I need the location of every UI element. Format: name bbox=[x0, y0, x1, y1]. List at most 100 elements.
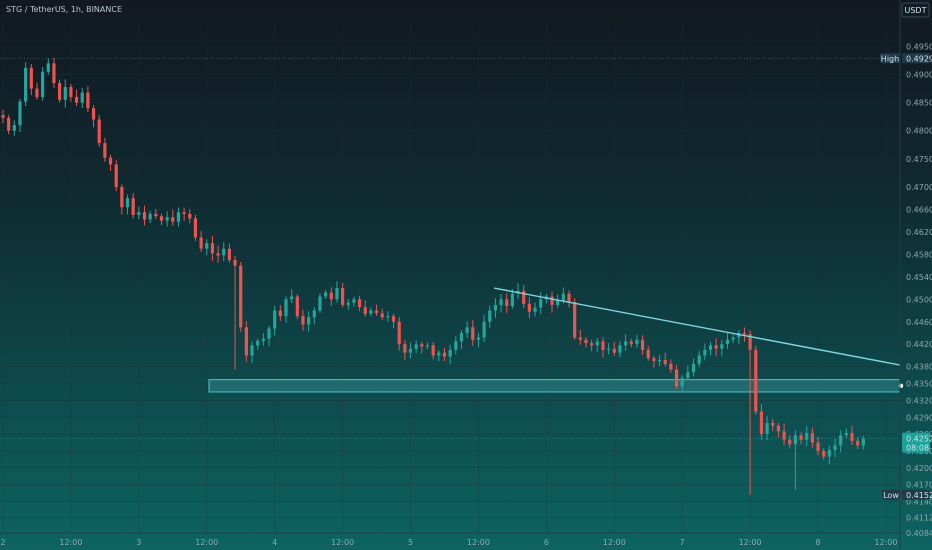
candle-up[interactable] bbox=[284, 296, 288, 323]
candle-up[interactable] bbox=[312, 306, 316, 325]
candle-up[interactable] bbox=[256, 338, 260, 350]
candle-up[interactable] bbox=[290, 289, 294, 304]
candle-up[interactable] bbox=[63, 79, 67, 108]
candle-down[interactable] bbox=[29, 63, 33, 96]
candle-up[interactable] bbox=[24, 62, 28, 107]
candle-down[interactable] bbox=[590, 339, 594, 352]
candle-up[interactable] bbox=[488, 305, 492, 328]
candle-down[interactable] bbox=[114, 160, 118, 192]
candle-up[interactable] bbox=[720, 339, 724, 357]
candle-down[interactable] bbox=[754, 345, 758, 415]
candle-up[interactable] bbox=[691, 358, 696, 377]
candle-down[interactable] bbox=[159, 213, 164, 226]
candle-down[interactable] bbox=[91, 105, 96, 128]
candle-up[interactable] bbox=[307, 311, 311, 332]
candle-down[interactable] bbox=[278, 304, 282, 322]
candle-up[interactable] bbox=[454, 336, 458, 355]
candle-down[interactable] bbox=[69, 83, 73, 102]
candle-down[interactable] bbox=[788, 435, 792, 449]
candle-up[interactable] bbox=[80, 87, 84, 108]
candle-down[interactable] bbox=[776, 422, 781, 438]
candle-up[interactable] bbox=[731, 334, 735, 344]
candle-up[interactable] bbox=[595, 337, 599, 352]
candle-down[interactable] bbox=[154, 209, 158, 219]
candle-down[interactable] bbox=[97, 114, 101, 147]
candle-down[interactable] bbox=[301, 309, 305, 331]
candle-down[interactable] bbox=[771, 419, 775, 432]
candle-up[interactable] bbox=[827, 445, 831, 465]
candle-down[interactable] bbox=[505, 293, 509, 313]
candle-up[interactable] bbox=[205, 239, 209, 256]
candle-up[interactable] bbox=[165, 211, 169, 227]
candle-up[interactable] bbox=[737, 329, 741, 344]
candle-down[interactable] bbox=[742, 327, 747, 342]
candle-down[interactable] bbox=[120, 184, 124, 215]
candle-down[interactable] bbox=[799, 432, 803, 445]
candle-down[interactable] bbox=[188, 209, 192, 224]
candle-down[interactable] bbox=[782, 423, 786, 446]
candle-down[interactable] bbox=[244, 321, 248, 362]
candle-up[interactable] bbox=[839, 430, 843, 453]
candle-down[interactable] bbox=[652, 355, 656, 368]
candle-up[interactable] bbox=[148, 210, 152, 224]
candle-down[interactable] bbox=[216, 245, 220, 263]
candle-down[interactable] bbox=[640, 335, 645, 355]
candle-up[interactable] bbox=[703, 343, 707, 361]
candle-down[interactable] bbox=[674, 365, 679, 389]
candle-up[interactable] bbox=[805, 426, 809, 447]
candle-down[interactable] bbox=[357, 295, 362, 312]
candles[interactable] bbox=[1, 57, 865, 495]
candle-down[interactable] bbox=[573, 298, 577, 340]
candle-down[interactable] bbox=[193, 214, 198, 242]
candle-down[interactable] bbox=[584, 337, 588, 348]
candle-up[interactable] bbox=[335, 281, 339, 303]
candle-up[interactable] bbox=[539, 292, 543, 315]
candle-down[interactable] bbox=[199, 231, 203, 252]
candle-up[interactable] bbox=[318, 293, 322, 313]
candle-up[interactable] bbox=[437, 350, 441, 362]
candle-down[interactable] bbox=[380, 308, 384, 321]
candle-down[interactable] bbox=[7, 114, 11, 135]
trendline-layer[interactable] bbox=[493, 287, 901, 366]
candle-up[interactable] bbox=[833, 438, 837, 458]
candle-down[interactable] bbox=[182, 207, 186, 221]
candle-down[interactable] bbox=[108, 154, 113, 172]
support-zone[interactable] bbox=[208, 379, 901, 393]
time-axis[interactable]: 2 12:00 3 12:00 4 12:00 5 12:00 6 12:00 7 12:00 8 12:… bbox=[0, 532, 932, 547]
candle-down[interactable] bbox=[363, 300, 367, 317]
candle-up[interactable] bbox=[556, 294, 560, 309]
candle-up[interactable] bbox=[41, 66, 45, 101]
candle-down[interactable] bbox=[227, 243, 231, 263]
candle-down[interactable] bbox=[420, 341, 424, 354]
candle-down[interactable] bbox=[442, 347, 447, 361]
trendline[interactable] bbox=[493, 287, 901, 366]
candle-down[interactable] bbox=[850, 425, 854, 446]
candle-down[interactable] bbox=[397, 316, 401, 351]
candle-down[interactable] bbox=[52, 57, 56, 88]
candle-down[interactable] bbox=[714, 338, 718, 357]
candle-up[interactable] bbox=[222, 242, 226, 262]
candle-down[interactable] bbox=[35, 82, 39, 100]
candle-up[interactable] bbox=[708, 341, 713, 356]
candle-down[interactable] bbox=[391, 313, 396, 329]
candle-down[interactable] bbox=[816, 436, 820, 456]
candle-up[interactable] bbox=[657, 355, 662, 367]
candle-up[interactable] bbox=[476, 332, 481, 348]
candle-down[interactable] bbox=[131, 193, 135, 219]
candle-down[interactable] bbox=[759, 404, 764, 440]
candle-down[interactable] bbox=[601, 337, 605, 358]
candle-down[interactable] bbox=[74, 89, 79, 106]
candle-up[interactable] bbox=[46, 58, 50, 75]
candle-up[interactable] bbox=[499, 293, 503, 313]
candle-down[interactable] bbox=[522, 284, 526, 309]
candle-up[interactable] bbox=[861, 436, 865, 450]
candle-down[interactable] bbox=[822, 448, 826, 460]
candle-down[interactable] bbox=[629, 338, 633, 348]
candle-up[interactable] bbox=[765, 416, 769, 441]
candle-up[interactable] bbox=[125, 194, 130, 215]
candle-down[interactable] bbox=[58, 79, 62, 103]
candle-up[interactable] bbox=[369, 307, 373, 317]
candle-up[interactable] bbox=[267, 325, 271, 347]
